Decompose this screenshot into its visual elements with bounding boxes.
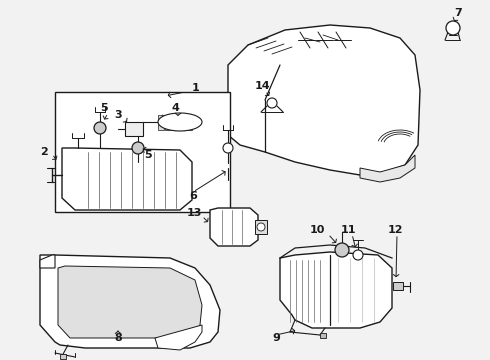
Bar <box>125 122 143 136</box>
Bar <box>320 333 326 338</box>
Polygon shape <box>58 266 202 338</box>
Bar <box>55 92 230 212</box>
Circle shape <box>223 143 233 153</box>
Text: 8: 8 <box>114 333 122 343</box>
Circle shape <box>94 122 106 134</box>
Polygon shape <box>40 255 220 348</box>
Polygon shape <box>360 155 415 182</box>
Bar <box>186 115 192 130</box>
Polygon shape <box>62 148 192 210</box>
Polygon shape <box>40 255 55 268</box>
Bar <box>255 220 267 234</box>
Polygon shape <box>210 208 258 246</box>
Text: 4: 4 <box>171 103 179 113</box>
Bar <box>158 115 164 130</box>
Bar <box>172 115 178 130</box>
Circle shape <box>257 223 265 231</box>
Text: 7: 7 <box>454 8 462 18</box>
Text: 5: 5 <box>100 103 108 113</box>
Circle shape <box>335 243 349 257</box>
Polygon shape <box>280 252 392 328</box>
Bar <box>179 115 185 130</box>
Bar <box>393 282 403 290</box>
Polygon shape <box>155 325 202 350</box>
Text: 11: 11 <box>340 225 356 235</box>
Text: 5: 5 <box>144 150 152 160</box>
Text: 13: 13 <box>186 208 202 218</box>
Bar <box>165 115 171 130</box>
Text: 12: 12 <box>387 225 403 235</box>
Text: 10: 10 <box>309 225 325 235</box>
Circle shape <box>353 250 363 260</box>
Bar <box>60 354 66 359</box>
Text: 9: 9 <box>272 333 280 343</box>
Text: 14: 14 <box>254 81 270 91</box>
Circle shape <box>132 142 144 154</box>
Text: 6: 6 <box>189 191 197 201</box>
Ellipse shape <box>158 113 202 131</box>
Circle shape <box>446 21 460 35</box>
Circle shape <box>267 98 277 108</box>
Text: 3: 3 <box>114 110 122 120</box>
Text: 2: 2 <box>40 147 48 157</box>
Text: 1: 1 <box>192 83 200 93</box>
Polygon shape <box>228 25 420 175</box>
